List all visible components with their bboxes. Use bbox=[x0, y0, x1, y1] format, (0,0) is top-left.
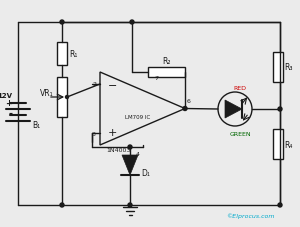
Bar bbox=[148, 68, 185, 78]
Text: -: - bbox=[8, 109, 12, 118]
Text: GREEN: GREEN bbox=[229, 131, 251, 136]
Bar bbox=[57, 78, 67, 118]
Text: R₄: R₄ bbox=[284, 140, 292, 149]
Text: LM709 IC: LM709 IC bbox=[125, 114, 150, 119]
Bar bbox=[57, 43, 67, 66]
Circle shape bbox=[60, 21, 64, 25]
Text: ©Elprocus.com: ©Elprocus.com bbox=[226, 212, 275, 218]
Text: D₁: D₁ bbox=[141, 168, 150, 177]
Circle shape bbox=[65, 96, 68, 99]
Polygon shape bbox=[122, 155, 138, 175]
Text: +: + bbox=[108, 127, 117, 137]
Circle shape bbox=[278, 203, 282, 207]
Text: 6: 6 bbox=[187, 99, 191, 104]
Text: 2: 2 bbox=[92, 82, 96, 87]
Text: 12V: 12V bbox=[0, 93, 12, 99]
Text: −: − bbox=[108, 81, 117, 91]
Circle shape bbox=[128, 203, 132, 207]
Circle shape bbox=[130, 21, 134, 25]
Text: 4: 4 bbox=[136, 151, 140, 156]
Text: VR₁: VR₁ bbox=[40, 88, 54, 97]
Text: RED: RED bbox=[233, 85, 247, 90]
Text: 3: 3 bbox=[92, 131, 96, 136]
Text: R₃: R₃ bbox=[284, 63, 292, 72]
Circle shape bbox=[128, 145, 132, 149]
Circle shape bbox=[183, 107, 187, 111]
Circle shape bbox=[278, 108, 282, 111]
Polygon shape bbox=[225, 101, 242, 118]
Text: R₂: R₂ bbox=[162, 57, 171, 66]
Bar bbox=[273, 53, 283, 83]
Bar bbox=[273, 129, 283, 159]
Text: B₁: B₁ bbox=[32, 120, 40, 129]
Circle shape bbox=[60, 203, 64, 207]
Text: R₁: R₁ bbox=[69, 50, 77, 59]
Text: +: + bbox=[5, 98, 12, 107]
Text: 1N4003: 1N4003 bbox=[106, 147, 130, 152]
Text: 7: 7 bbox=[154, 75, 158, 80]
